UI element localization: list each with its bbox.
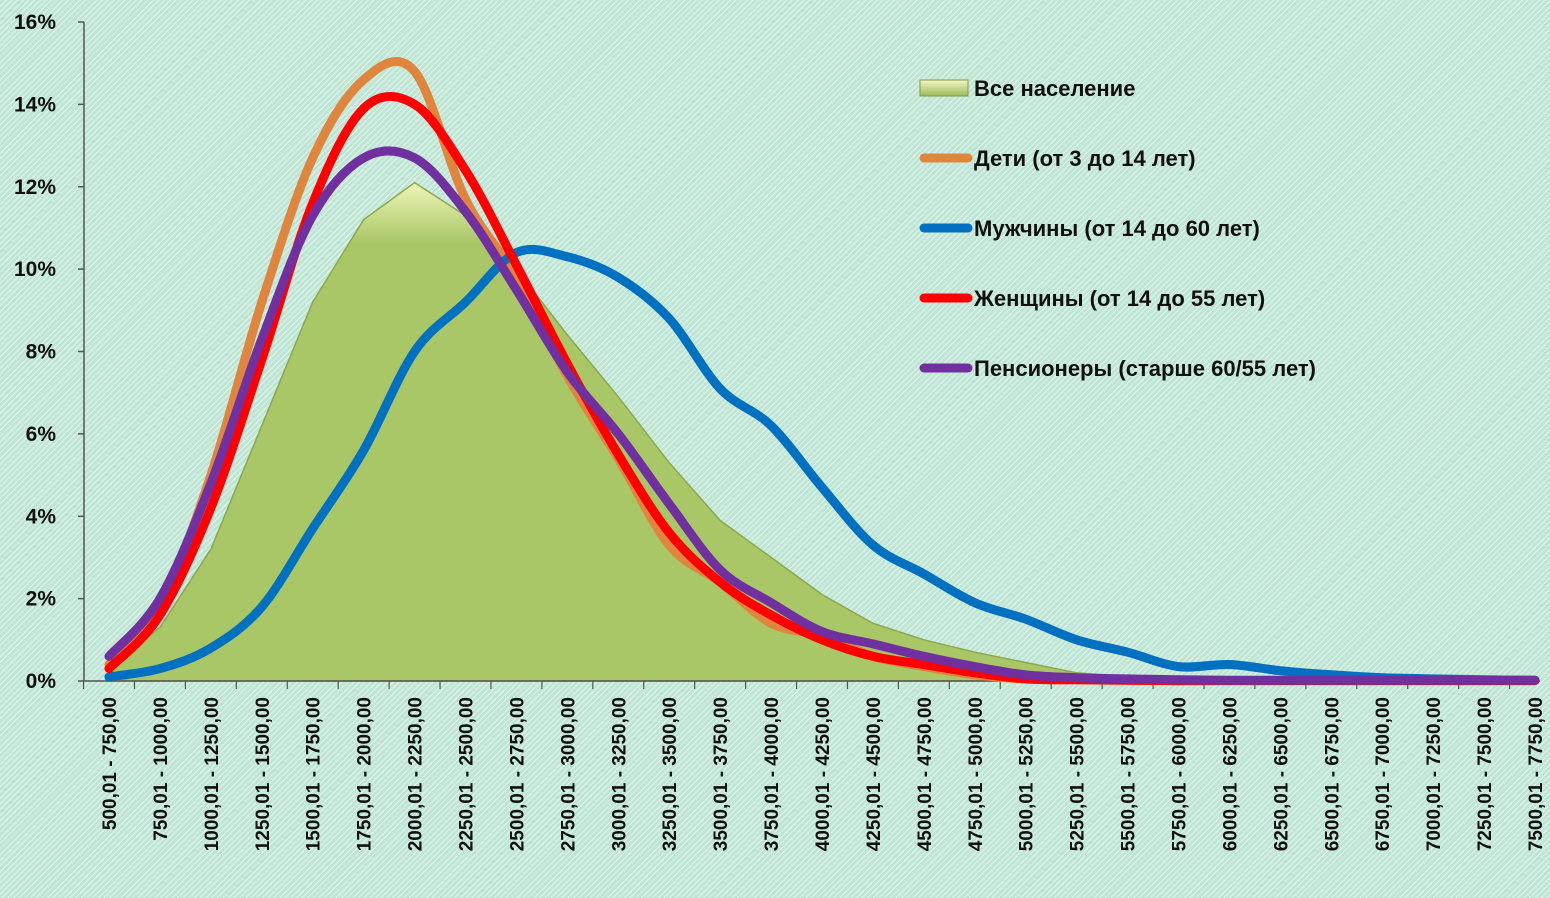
y-tick-label: 0% [26,670,57,693]
x-tick-label: 2500,01 - 2750,00 [507,697,528,851]
x-tick-label: 2250,01 - 2500,00 [457,697,478,851]
y-axis-tick-labels: 0% 2% 4% 6% 8% 10% 12% 14% 16% [14,11,56,693]
line-series-layer [104,56,1540,686]
x-tick-label: 1500,01 - 1750,00 [304,697,325,851]
x-tick-label: 7250,01 - 7500,00 [1475,697,1496,851]
x-tick-label: 3500,01 - 3750,00 [711,697,732,851]
legend-label: Женщины (от 14 до 55 лет) [973,286,1265,311]
x-tick-label: 2750,01 - 3000,00 [558,697,579,851]
line-series-2 [104,245,1540,685]
x-tick-label: 5000,01 - 5250,00 [1017,697,1038,851]
x-tick-label: 6750,01 - 7000,00 [1373,697,1394,851]
legend-label: Пенсионеры (старше 60/55 лет) [974,356,1316,381]
x-tick-label: 3250,01 - 3500,00 [660,697,681,851]
y-tick-label: 14% [14,93,56,116]
legend: Все население Дети (от 3 до 14 лет) Мужчин… [919,76,1316,381]
x-tick-label: 500,01 - 750,00 [100,697,121,830]
y-tick-label: 12% [14,176,56,199]
y-tick-label: 6% [26,423,57,446]
line-series-4 [104,146,1540,685]
x-tick-label: 5500,01 - 5750,00 [1119,697,1140,851]
x-axis-tick-labels: 500,01 - 750,00 750,01 - 1000,00 1000,01 -… [100,697,1547,851]
x-tick-label: 4750,01 - 5000,00 [966,697,987,851]
legend-swatch-area [919,79,969,97]
x-tick-label: 6250,01 - 6500,00 [1271,697,1292,851]
y-tick-label: 16% [14,11,56,34]
y-tick-label: 8% [26,341,57,364]
x-tick-label: 4500,01 - 4750,00 [915,697,936,851]
area-series-all-population [108,181,1536,682]
legend-label: Дети (от 3 до 14 лет) [974,146,1196,171]
x-tick-label: 6500,01 - 6750,00 [1322,697,1343,851]
y-tick-label: 4% [26,505,57,528]
x-tick-label: 1250,01 - 1500,00 [253,697,274,851]
x-tick-label: 3750,01 - 4000,00 [762,697,783,851]
x-tick-label: 750,01 - 1000,00 [151,697,172,841]
x-tick-label: 5250,01 - 5500,00 [1068,697,1089,851]
x-tick-label: 1000,01 - 1250,00 [202,697,223,851]
x-tick-label: 2000,01 - 2250,00 [406,697,427,851]
area-series-layer [108,181,1536,682]
y-tick-label: 10% [14,258,56,281]
x-tick-label: 7500,01 - 7750,00 [1526,697,1547,851]
x-tick-label: 5750,01 - 6000,00 [1170,697,1191,851]
x-tick-label: 3000,01 - 3250,00 [609,697,630,851]
x-tick-label: 6000,01 - 6250,00 [1220,697,1241,851]
legend-label: Все население [974,76,1135,101]
x-tick-label: 1750,01 - 2000,00 [355,697,376,851]
legend-label: Мужчины (от 14 до 60 лет) [974,216,1260,241]
y-tick-label: 2% [26,588,57,611]
x-tick-label: 4000,01 - 4250,00 [813,697,834,851]
x-tick-label: 7000,01 - 7250,00 [1424,697,1445,851]
x-tick-label: 4250,01 - 4500,00 [864,697,885,851]
